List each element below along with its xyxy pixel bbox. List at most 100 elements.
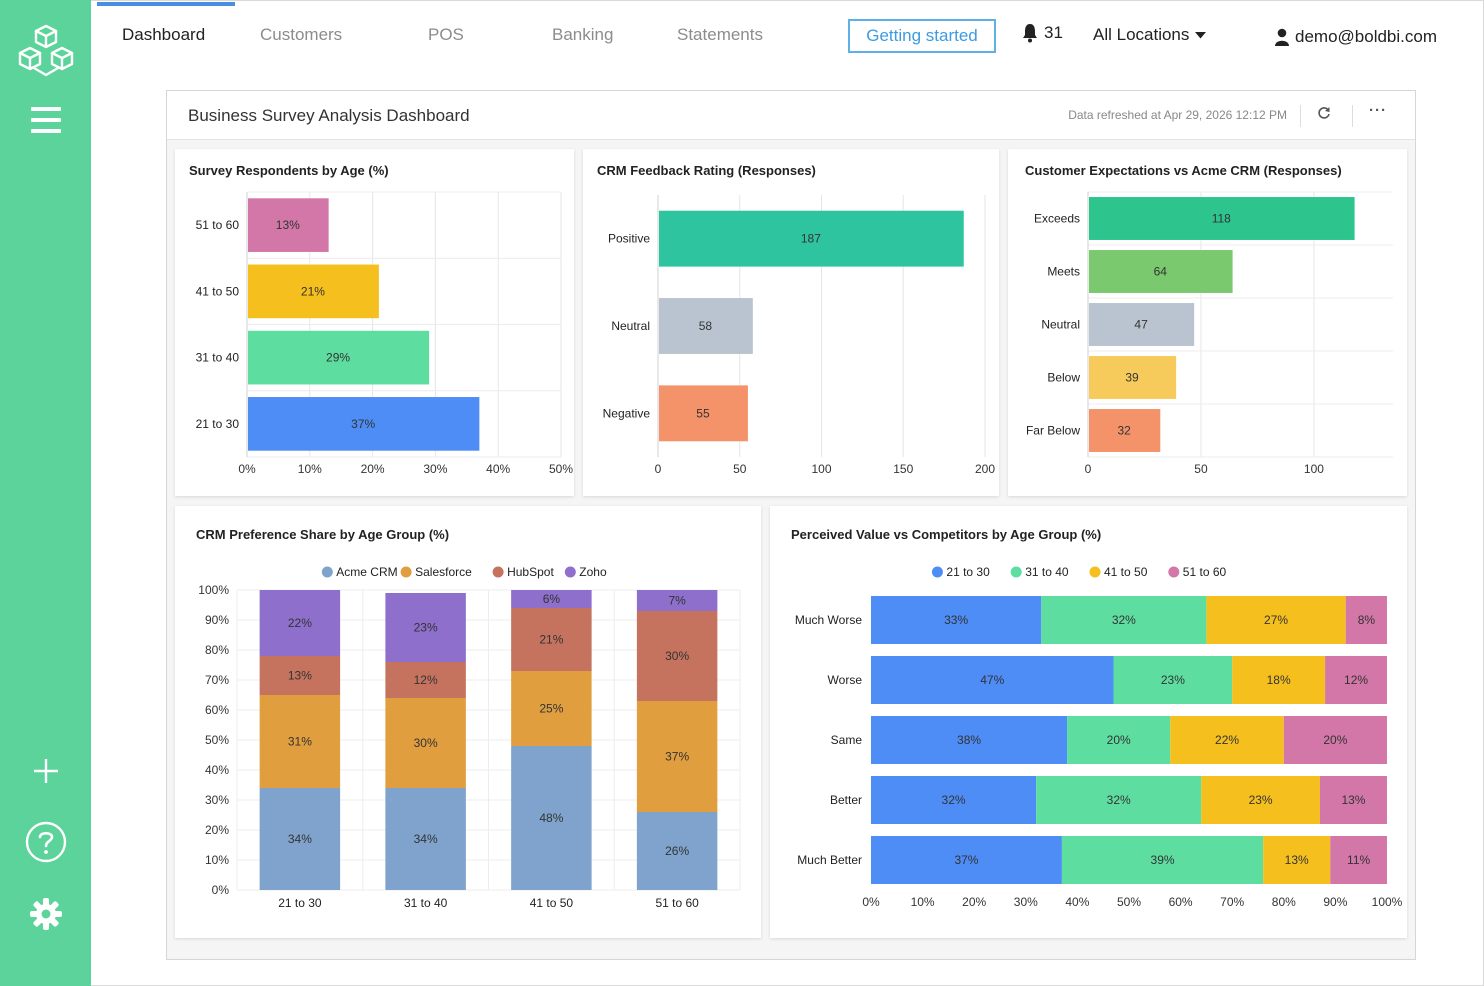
bar-far-below[interactable] [1089,409,1161,452]
data-label: 22% [288,616,312,630]
bar-segment-51-to-60[interactable] [1330,836,1387,884]
age-chart-svg: 13% 51 to 60 21% 41 to 50 29% 31 to 40 37% 21 t… [196,191,573,476]
location-dropdown[interactable]: All Locations [1093,25,1207,45]
bar-segment-41-to-50[interactable] [1201,776,1320,824]
legend-label: Acme CRM [336,565,397,579]
header-divider [1300,105,1301,127]
bar-negative[interactable] [659,385,748,442]
chart-title: Survey Respondents by Age (%) [189,163,389,178]
category-label: Neutral [611,319,650,333]
card-age-chart: Survey Respondents by Age (%) 13% 51 to 6… [175,149,574,496]
category-label: Better [830,793,862,807]
bell-icon [1023,24,1037,43]
bar-segment-31-to-40[interactable] [1113,656,1233,704]
bar-segment-51-to-60[interactable] [1283,716,1387,764]
bar-positive[interactable] [659,210,964,267]
bar-segment-51-to-60[interactable] [1345,596,1387,644]
active-tab-indicator [97,2,235,6]
bar-below[interactable] [1089,356,1177,399]
bar-segment-31-to-40[interactable] [1061,836,1264,884]
bar-segment-zoho[interactable] [636,590,718,611]
bar-neutral[interactable] [1089,303,1195,346]
tab-statements[interactable]: Statements [677,25,763,44]
bar-31-to-40[interactable] [248,330,430,385]
bar-segment-acme-crm[interactable] [511,746,592,890]
bar-segment-acme-crm[interactable] [385,788,466,890]
bar-41-to-50[interactable] [248,264,379,319]
tick-label: 100 [1304,462,1324,476]
data-label: 55 [696,406,710,420]
bar-segment-hubspot[interactable] [636,611,718,701]
bar-segment-41-to-50[interactable] [1263,836,1331,884]
bar-segment-31-to-40[interactable] [1041,596,1207,644]
card-value-chart: Perceived Value vs Competitors by Age Gr… [770,506,1407,938]
bar-segment-zoho[interactable] [259,590,341,656]
bar-segment-31-to-40[interactable] [1067,716,1171,764]
help-icon[interactable] [0,820,91,864]
bar-51-to-60[interactable] [248,198,329,252]
tick-label: 10% [298,462,322,476]
legend-label: Salesforce [415,565,472,579]
menu-icon[interactable] [0,104,91,136]
data-label: 12% [1344,673,1368,687]
logo-cube-icon[interactable] [0,20,91,84]
bar-segment-zoho[interactable] [511,590,592,608]
user-menu[interactable]: demo@boldbi.com [1275,27,1437,47]
bar-neutral[interactable] [659,298,753,354]
more-options-icon[interactable]: ··· [1369,102,1387,119]
data-label: 32% [1112,613,1136,627]
data-label: 187 [801,232,821,246]
legend-marker [931,566,943,578]
legend-label: 51 to 60 [1183,565,1227,579]
tick-label: 200 [975,462,995,476]
bar-segment-salesforce[interactable] [385,698,466,788]
tick-label: 0 [655,462,662,476]
bar-segment-hubspot[interactable] [385,662,466,698]
bar-segment-salesforce[interactable] [259,695,341,788]
bar-segment-21-to-30[interactable] [871,776,1037,824]
preference-chart-svg: Acme CRM Salesforce HubSpot Zoho 0% 10% 20% 30%… [198,565,741,910]
tick-label: 0% [862,895,880,909]
tab-banking[interactable]: Banking [552,25,614,44]
bar-segment-hubspot[interactable] [259,656,341,695]
bar-segment-41-to-50[interactable] [1206,596,1346,644]
bar-segment-acme-crm[interactable] [259,788,341,890]
refresh-button[interactable] [1317,106,1331,124]
bar-segment-21-to-30[interactable] [871,596,1042,644]
bar-segment-acme-crm[interactable] [636,812,718,890]
bar-segment-41-to-50[interactable] [1232,656,1326,704]
add-icon[interactable] [0,756,91,786]
legend-marker [1168,566,1180,578]
data-label: 48% [539,811,563,825]
legend-label: 31 to 40 [1025,565,1069,579]
bar-21-to-30[interactable] [248,397,480,451]
bar-segment-51-to-60[interactable] [1325,656,1387,704]
settings-icon[interactable] [0,894,91,934]
notifications-button[interactable]: 31 [1022,23,1063,43]
bar-segment-21-to-30[interactable] [871,716,1068,764]
getting-started-button[interactable]: Getting started [848,19,996,53]
data-label: 118 [1212,212,1231,226]
bar-segment-salesforce[interactable] [636,701,718,812]
header-divider [1352,105,1353,127]
data-label: 13% [276,218,300,232]
bar-exceeds[interactable] [1089,197,1355,240]
bar-segment-41-to-50[interactable] [1170,716,1284,764]
bar-segment-21-to-30[interactable] [871,836,1062,884]
bar-meets[interactable] [1089,250,1233,293]
legend-marker [564,566,576,578]
tab-dashboard[interactable]: Dashboard [122,25,206,44]
tab-pos[interactable]: POS [428,25,464,44]
user-email: demo@boldbi.com [1295,27,1437,46]
bar-segment-21-to-30[interactable] [871,656,1114,704]
tab-customers[interactable]: Customers [260,25,343,44]
bar-segment-hubspot[interactable] [511,608,592,671]
bar-segment-zoho[interactable] [385,593,466,662]
category-label: 51 to 60 [196,218,240,232]
bar-segment-51-to-60[interactable] [1319,776,1387,824]
tick-label: 10% [911,895,935,909]
bar-segment-salesforce[interactable] [511,671,592,746]
tick-label: 80% [1272,895,1296,909]
bar-segment-31-to-40[interactable] [1036,776,1202,824]
category-label: 51 to 60 [655,896,699,910]
